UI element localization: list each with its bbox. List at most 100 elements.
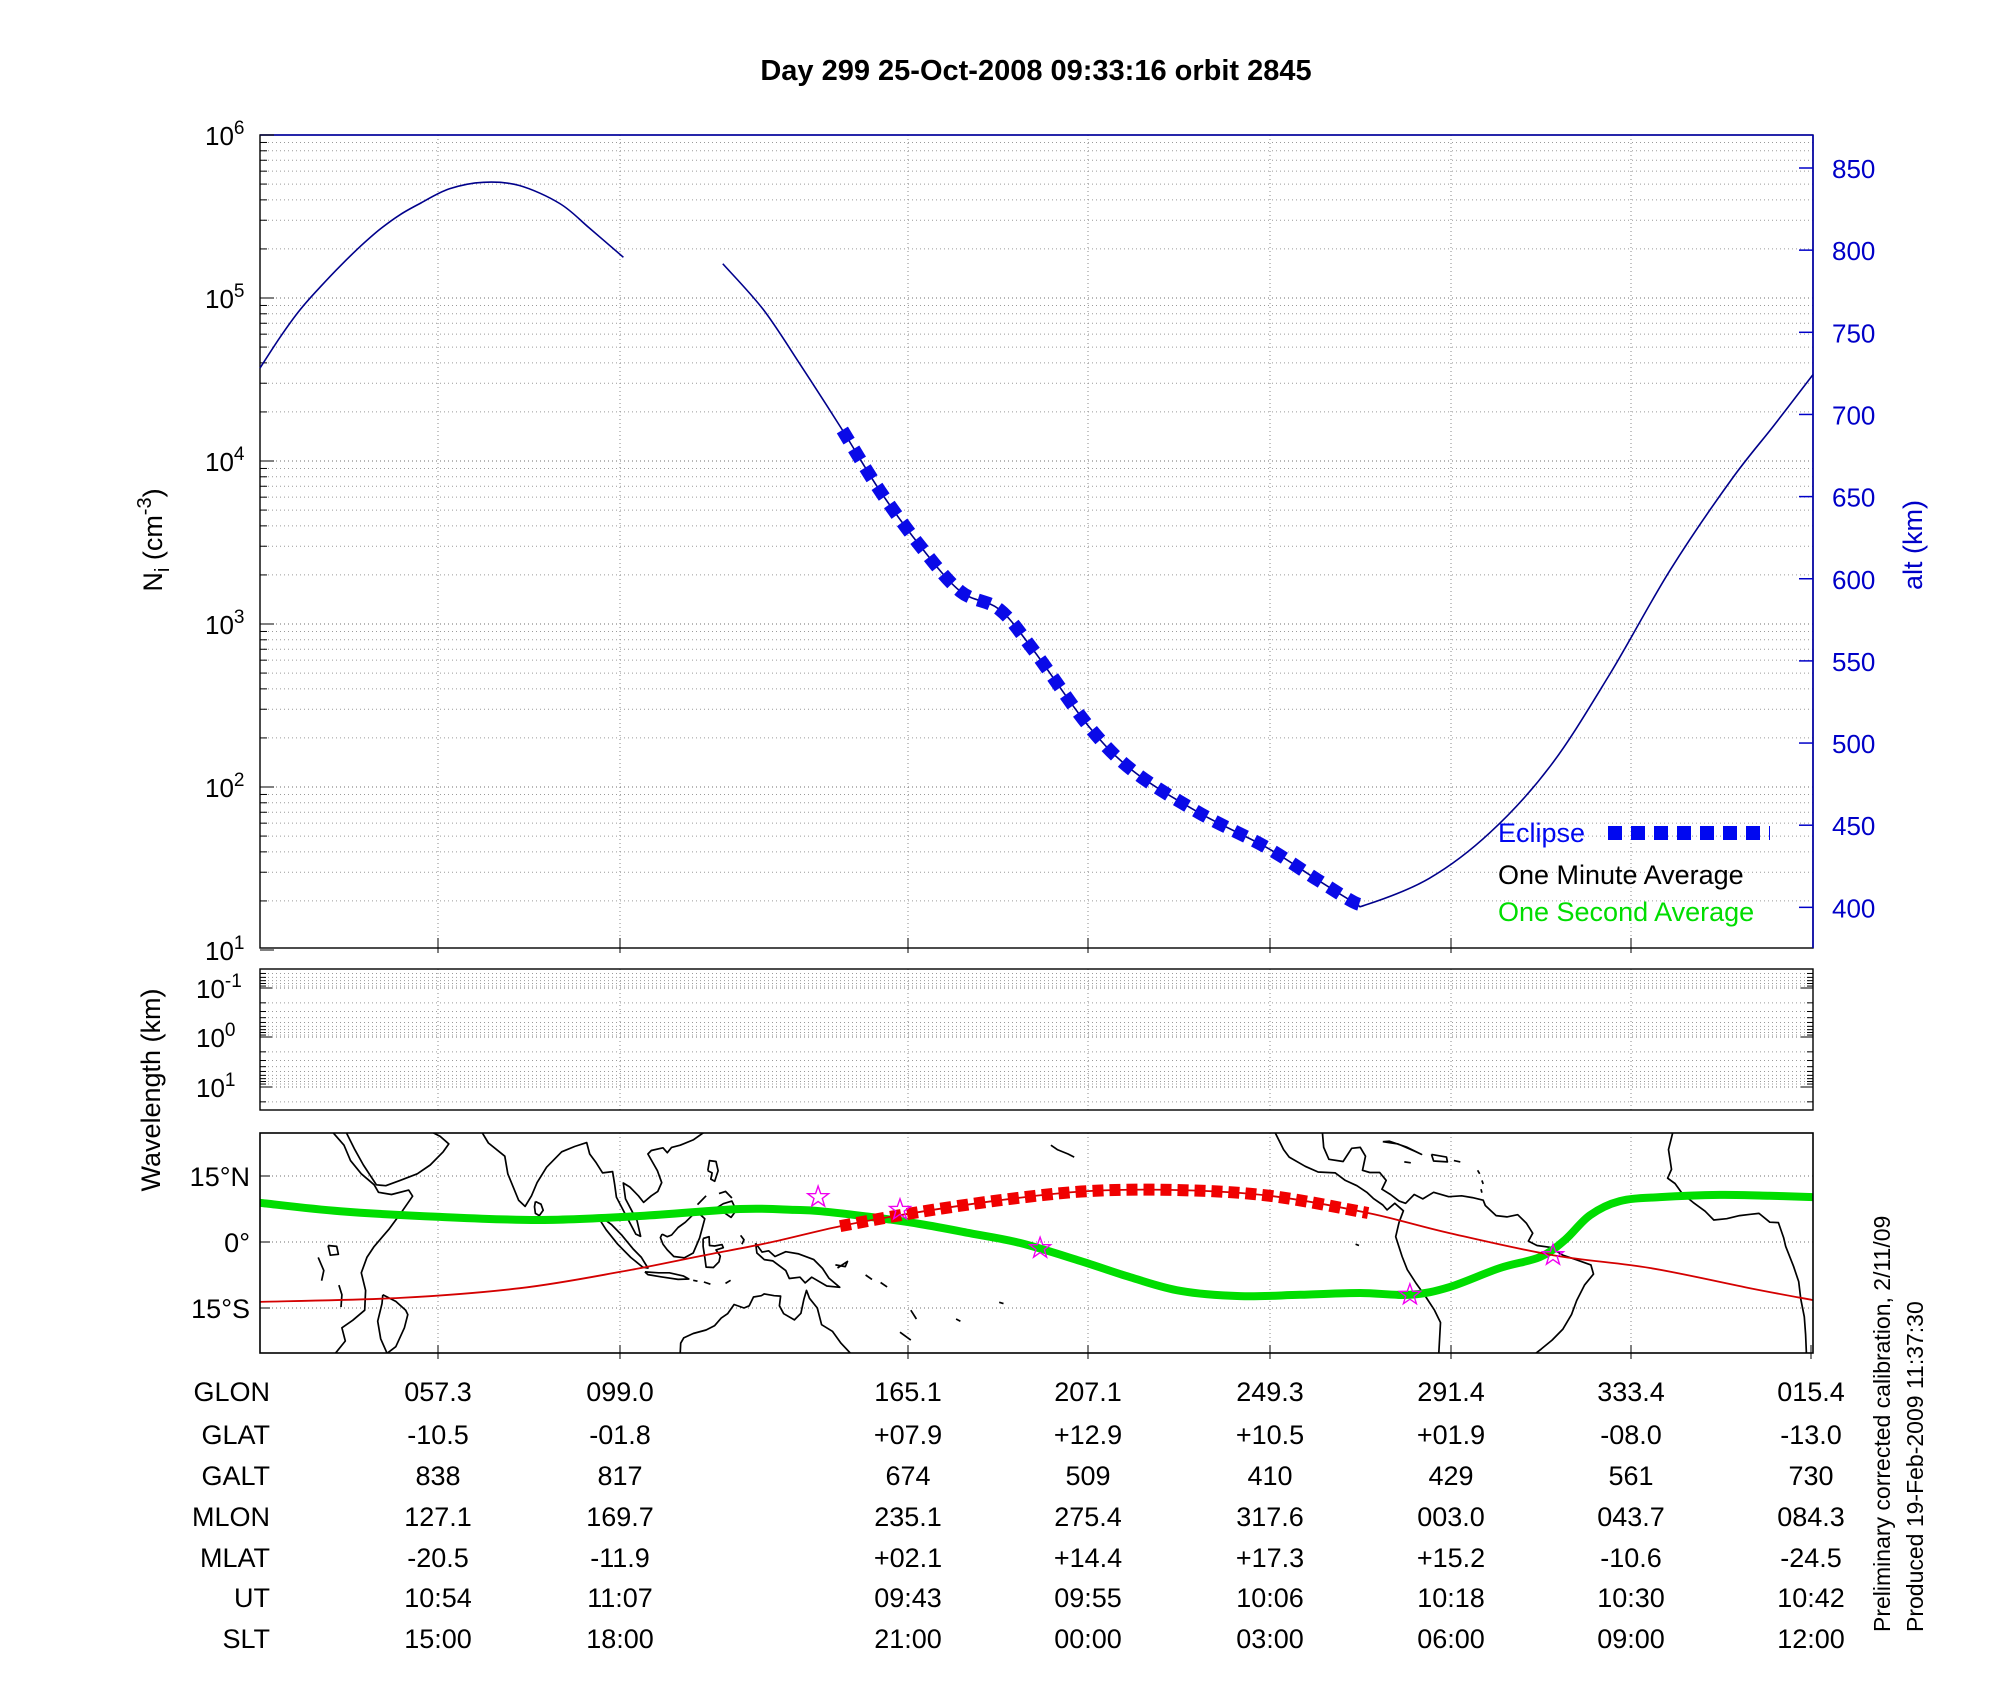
alt-y-axis-label: alt (km) [1898,500,1928,590]
chart-title: Day 299 25-Oct-2008 09:33:16 orbit 2845 [760,55,1311,87]
alt-tick-label: 650 [1832,483,1875,513]
table-cell: +07.9 [874,1420,942,1450]
coastline [327,1244,340,1257]
coastline [703,1281,711,1286]
preliminary-note: Preliminary corrected calibration, 2/11/… [1869,1216,1895,1632]
coastline [533,1200,545,1217]
density-y-axis-label: Ni (cm-3) [134,488,174,591]
eclipse-ground-track [839,1183,1370,1233]
density-panel: 106 105 104 103 102 101 850 800 750 700 650 600 550 5… [205,118,1875,966]
table-cell: 10:42 [1777,1583,1845,1613]
wavelength-grid [260,969,1813,1110]
table-cell: 10:54 [404,1583,472,1613]
table-cell: 084.3 [1777,1502,1845,1532]
eclipse-segment [836,426,1369,912]
table-cell: 817 [597,1461,642,1491]
table-cell: 003.0 [1417,1502,1485,1532]
alt-tick-label: 550 [1832,647,1875,677]
table-cell: -11.9 [590,1543,650,1573]
alt-tick-label: 400 [1832,893,1875,923]
row-label: GLON [193,1377,270,1407]
coastline [706,1159,719,1183]
coastline [644,1271,690,1281]
table-cell: 12:00 [1777,1624,1845,1654]
coastline [481,1133,705,1238]
wavelength-ytick-label: 100 [196,1020,236,1053]
alt-tick-label: 850 [1832,154,1875,184]
table-cell: 10:30 [1597,1583,1665,1613]
table-cell: 099.0 [586,1377,654,1407]
density-ytick-label: 103 [205,607,245,640]
density-ytick-label: 106 [205,118,245,151]
table-row-mlon: MLON 127.1 169.7 235.1 275.4 317.6 003.0 043.7 0… [192,1502,1845,1532]
alt-tick-label: 600 [1832,565,1875,595]
alt-tick-label: 800 [1832,236,1875,266]
table-cell: -01.8 [589,1420,651,1450]
density-ytick-label: 104 [205,444,245,477]
wavelength-y-axis-label: Wavelength (km) [136,988,166,1191]
map-lat-label: 15°N [190,1162,250,1192]
coastline [899,1331,912,1341]
alt-tick-label: 450 [1832,811,1875,841]
ground-station-star [1540,1242,1566,1266]
row-label: MLAT [200,1543,270,1573]
table-cell: -20.5 [407,1543,469,1573]
table-row-glat: GLAT -10.5 -01.8 +07.9 +12.9 +10.5 +01.9 -08.0 -… [201,1420,1841,1450]
table-cell: -24.5 [1780,1543,1842,1573]
density-ytick-label: 105 [205,281,245,314]
table-cell: 10:18 [1417,1583,1485,1613]
table-cell: 09:00 [1597,1624,1665,1654]
one-second-average-track [260,1190,1813,1301]
table-cell: +15.2 [1417,1543,1485,1573]
table-cell: 674 [885,1461,930,1491]
table-cell: -08.0 [1600,1420,1662,1450]
density-grid [260,135,1813,948]
table-cell: 015.4 [1777,1377,1845,1407]
coastline [1321,1133,1595,1353]
map-content [260,1133,1813,1353]
table-row-ut: UT 10:54 11:07 09:43 09:55 10:06 10:18 10:30 10:… [234,1583,1845,1613]
table-cell: +12.9 [1054,1420,1122,1450]
table-cell: 561 [1608,1461,1653,1491]
table-cell: 11:07 [587,1583,653,1613]
coastline [679,1289,852,1353]
table-cell: 057.3 [404,1377,472,1407]
coastline [1481,1180,1484,1185]
table-cell: 291.4 [1417,1377,1485,1407]
table-row-galt: GALT 838 817 674 509 410 429 561 730 [201,1461,1833,1491]
row-label: MLON [192,1502,270,1532]
coastline [739,1234,745,1245]
map-lat-label: 15°S [191,1294,250,1324]
coastline [998,1301,1004,1305]
table-cell: 249.3 [1236,1377,1304,1407]
table-cell: 03:00 [1236,1624,1304,1654]
density-ytick-label: 102 [205,770,245,803]
coastline [1666,1133,1808,1353]
legend-label-1: Eclipse [1498,818,1585,848]
table-cell: 509 [1065,1461,1110,1491]
table-cell: +17.3 [1236,1543,1304,1573]
coastline [754,1242,841,1289]
row-label: GLAT [201,1420,270,1450]
coastline [1430,1153,1449,1163]
side-notes: Preliminary corrected calibration, 2/11/… [1869,1216,1928,1632]
table-cell: 06:00 [1417,1624,1485,1654]
coastline [1480,1188,1483,1193]
coastline [1355,1243,1360,1247]
coastline [693,1279,698,1283]
table-cell: 730 [1788,1461,1833,1491]
coastline [725,1279,732,1285]
table-row-glon: GLON 057.3 099.0 165.1 207.1 249.3 291.4 333.4 0… [193,1377,1844,1407]
table-cell: 09:55 [1054,1583,1122,1613]
row-label: GALT [201,1461,270,1491]
map-lat-label: 0° [224,1228,250,1258]
table-cell: +01.9 [1417,1420,1485,1450]
coastline [835,1260,849,1269]
ion-density-pre-gap [259,181,624,369]
table-cell: -10.6 [1600,1543,1662,1573]
table-cell: +10.5 [1236,1420,1304,1450]
table-cell: 00:00 [1054,1624,1122,1654]
map-grid [260,1133,1813,1353]
table-cell: 10:06 [1236,1583,1304,1613]
